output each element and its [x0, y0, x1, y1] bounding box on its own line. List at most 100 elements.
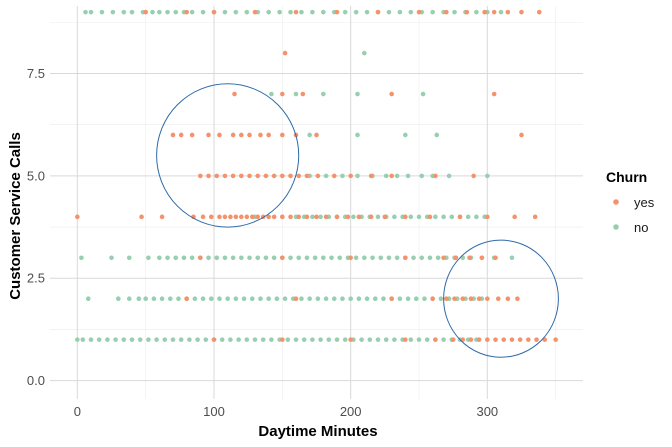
data-point-no [397, 296, 403, 302]
data-point-no [331, 296, 337, 302]
data-point-no [208, 296, 214, 302]
data-point-yes [296, 173, 302, 179]
data-point-no [241, 296, 247, 302]
data-point-no [315, 296, 321, 302]
data-point-no [189, 255, 195, 261]
data-point-yes [491, 91, 497, 97]
data-point-yes [505, 296, 511, 302]
data-point-yes [304, 214, 310, 220]
data-point-yes [198, 173, 203, 179]
data-point-yes [433, 337, 438, 342]
data-point-yes [315, 173, 321, 179]
data-point-no [167, 296, 173, 302]
data-point-yes [517, 337, 523, 342]
data-point-yes [485, 214, 490, 220]
data-point-yes [247, 173, 252, 179]
data-point-no [296, 255, 302, 261]
data-point-no [109, 255, 114, 261]
data-point-no [121, 337, 127, 342]
data-point-no [310, 9, 315, 15]
data-point-yes [495, 296, 501, 302]
data-point-yes [382, 214, 388, 220]
data-point-no [206, 255, 211, 261]
data-point-no [452, 9, 457, 15]
x-axis-ticks: 0 100 200 300 [74, 404, 498, 419]
data-point-no [266, 9, 271, 15]
data-point-yes [450, 337, 456, 342]
data-point-yes [206, 173, 211, 179]
data-point-yes [233, 214, 239, 220]
data-point-no [157, 9, 162, 15]
data-point-yes [526, 337, 531, 342]
data-point-no [192, 296, 198, 302]
data-point-no [351, 214, 356, 220]
x-axis-title: Daytime Minutes [258, 423, 377, 440]
data-point-no [301, 337, 307, 342]
data-point-no [228, 337, 233, 342]
data-point-yes [553, 337, 558, 342]
data-point-no [359, 337, 364, 342]
data-point-yes [184, 9, 189, 15]
data-point-no [364, 296, 370, 302]
data-point-no [247, 255, 252, 261]
data-point-no [408, 214, 414, 220]
data-point-yes [509, 337, 515, 342]
data-point-yes [222, 173, 228, 179]
data-point-yes [75, 214, 80, 220]
data-point-yes [206, 132, 211, 138]
data-point-yes [282, 50, 288, 56]
data-point-yes [252, 9, 258, 15]
data-point-no [99, 9, 105, 15]
data-point-yes [403, 337, 408, 342]
data-point-no [370, 255, 375, 261]
data-point-no [129, 337, 135, 342]
data-point-yes [334, 214, 340, 220]
data-point-yes [452, 296, 457, 302]
data-point-yes [471, 173, 476, 179]
legend-title: Churn [606, 169, 647, 185]
data-point-no [219, 337, 225, 342]
data-point-yes [300, 91, 306, 97]
data-point-yes [476, 296, 482, 302]
data-point-no [353, 255, 359, 261]
x-tick-label: 200 [340, 404, 362, 419]
data-point-no [165, 255, 170, 261]
data-point-yes [536, 9, 542, 15]
data-point-no [383, 173, 389, 179]
data-point-no [509, 255, 515, 261]
data-point-no [323, 173, 329, 179]
data-point-yes [433, 173, 438, 179]
data-point-yes [239, 173, 244, 179]
data-point-no [150, 9, 155, 15]
data-point-no [392, 214, 397, 220]
data-point-yes [304, 173, 310, 179]
data-point-yes [519, 9, 524, 15]
data-point-no [146, 255, 151, 261]
data-point-no [293, 337, 299, 342]
data-point-no [318, 337, 323, 342]
data-point-no [176, 296, 181, 302]
data-point-yes [532, 214, 538, 220]
data-point-yes [468, 337, 474, 342]
data-point-no [342, 337, 348, 342]
data-point-no [244, 337, 250, 342]
legend-label-no: no [634, 220, 648, 235]
data-point-yes [247, 132, 252, 138]
data-point-yes [280, 255, 285, 261]
data-point-no [165, 9, 170, 15]
data-point-no [383, 337, 389, 342]
data-point-yes [348, 173, 353, 179]
data-point-yes [345, 214, 351, 220]
data-point-no [411, 255, 416, 261]
data-point-yes [519, 132, 524, 138]
data-point-no [217, 296, 222, 302]
data-point-no [288, 9, 293, 15]
data-point-yes [258, 132, 263, 138]
y-tick-label: 0.0 [27, 373, 45, 388]
data-point-no [269, 337, 274, 342]
data-point-no [79, 255, 84, 261]
data-point-no [408, 337, 414, 342]
data-point-yes [198, 255, 203, 261]
data-point-no [126, 255, 132, 261]
data-point-no [381, 296, 386, 302]
